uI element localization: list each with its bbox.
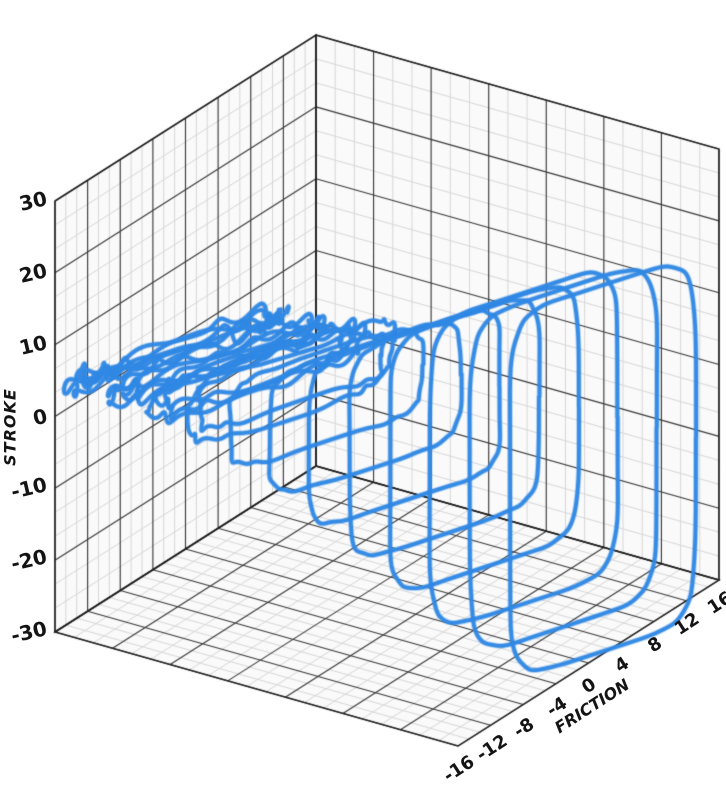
stroke-axis-title: STROKE (0, 388, 20, 466)
